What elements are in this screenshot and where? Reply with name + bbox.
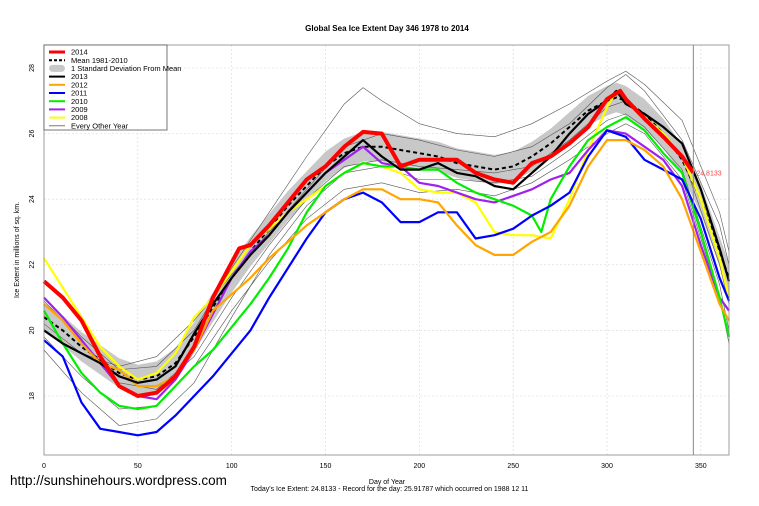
y-axis-label: Ice Extent in millions of sq. km. (14, 202, 21, 298)
legend-swatch (49, 64, 65, 72)
y-tick-label: 20 (29, 326, 36, 334)
legend-label: 2010 (71, 97, 88, 106)
watermark-url: http://sunshinehours.wordpress.com (10, 473, 227, 488)
current-value-label: 24.8133 (696, 171, 721, 178)
y-tick-label: 22 (29, 261, 36, 269)
legend-label: Every Other Year (71, 121, 129, 130)
y-tick-label: 24 (29, 195, 36, 203)
legend-label: 2009 (71, 105, 88, 114)
footer-note: Today's Ice Extent: 24.8133 - Record for… (250, 486, 529, 493)
other-year-line (43, 113, 730, 426)
std-deviation-band (44, 82, 729, 395)
other-year-line (43, 74, 730, 367)
legend-label: 2014 (71, 48, 88, 57)
axes: 0 50 100 150 200 250 300 350 18 20 22 24 26 28 (29, 44, 730, 470)
y-tick-label: 26 (29, 130, 36, 138)
x-tick-label: 150 (320, 463, 332, 470)
legend-box (43, 44, 168, 131)
legend-label: 2012 (71, 80, 88, 89)
series-line-2011 (43, 129, 731, 437)
y-tick-label: 28 (29, 64, 36, 72)
series-line-2014 (42, 88, 695, 398)
series-line-2009 (43, 129, 730, 401)
plot-frame (43, 44, 730, 456)
chart-title: Global Sea Ice Extent Day 346 1978 to 20… (305, 24, 469, 33)
std-band (44, 82, 729, 395)
other-year-line (43, 70, 730, 371)
x-tick-label: 200 (413, 463, 425, 470)
y-tick-label: 18 (29, 392, 36, 400)
legend-label: Mean 1981-2010 (71, 56, 128, 65)
legend-label: 2008 (71, 113, 88, 122)
x-tick-label: 50 (134, 463, 142, 470)
legend-label: 1 Standard Deviation From Mean (71, 64, 181, 73)
x-tick-label: 100 (226, 463, 238, 470)
legend-label: 2013 (71, 72, 88, 81)
legend-label: 2011 (71, 89, 87, 98)
x-tick-label: 0 (42, 463, 46, 470)
x-tick-label: 350 (695, 463, 707, 470)
series-line-2012 (43, 139, 730, 388)
series-line-2013 (43, 89, 731, 384)
series-lines (42, 88, 731, 437)
x-tick-label: 250 (507, 463, 519, 470)
x-tick-label: 300 (601, 463, 613, 470)
x-axis-label: Day of Year (369, 479, 406, 486)
